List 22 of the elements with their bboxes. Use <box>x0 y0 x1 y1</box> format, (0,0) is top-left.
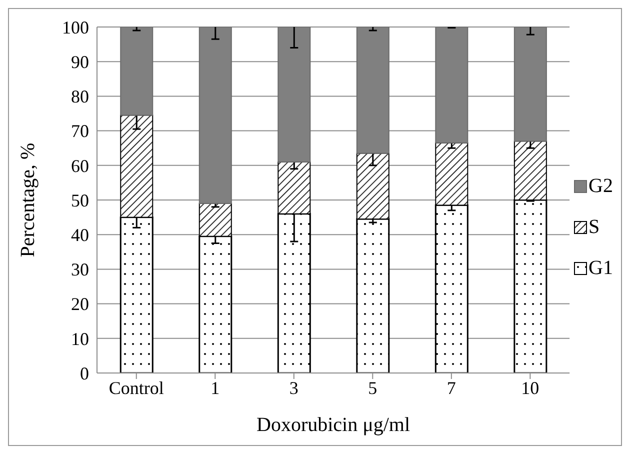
y-axis-title: Percentage, % <box>17 142 40 258</box>
x-tick-label: 10 <box>521 378 540 398</box>
y-tick-label: 30 <box>71 260 89 280</box>
x-tick-label: 3 <box>289 378 298 398</box>
legend-label: S <box>588 216 600 238</box>
y-tick-label: 10 <box>71 328 89 349</box>
x-tick-label: Control <box>108 378 164 398</box>
x-tick-label: 7 <box>446 378 456 398</box>
x-tick-label: 5 <box>368 378 378 398</box>
x-tick-label: 1 <box>210 378 220 398</box>
legend-label: G1 <box>588 256 613 280</box>
y-tick-label: 50 <box>71 190 89 210</box>
y-tick-label: 100 <box>62 17 89 38</box>
legend-label: G2 <box>588 174 613 198</box>
y-tick-label: 40 <box>71 224 89 245</box>
y-tick-label: 0 <box>80 363 89 384</box>
y-tick-label: 80 <box>71 86 89 107</box>
y-tick-label: 90 <box>71 52 89 72</box>
x-axis-title: Doxorubicin μg/ml <box>256 414 410 436</box>
y-tick-label: 70 <box>71 121 89 142</box>
y-tick-label: 20 <box>71 294 89 314</box>
y-tick-label: 60 <box>71 156 89 176</box>
